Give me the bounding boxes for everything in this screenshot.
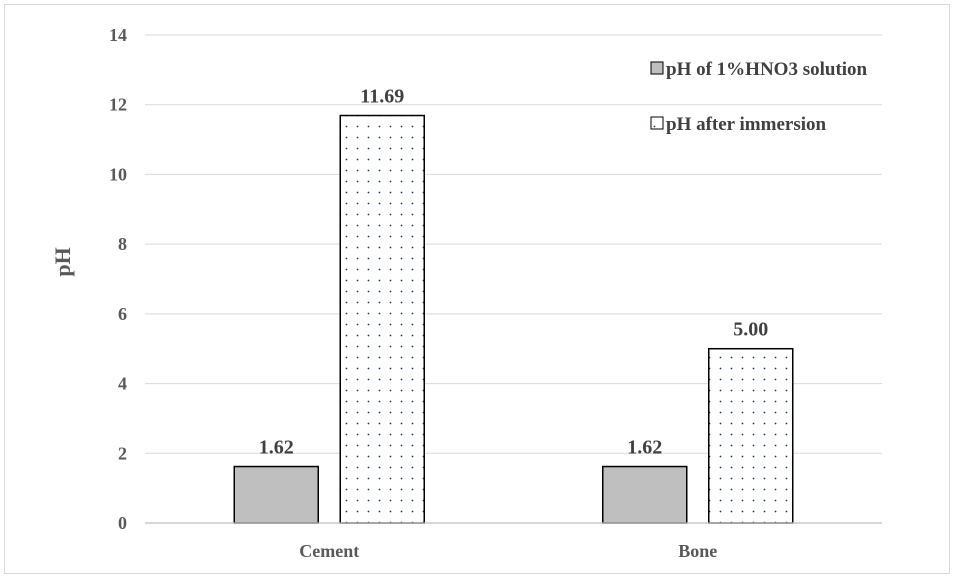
legend-entry: pH after immersion [666,114,826,135]
legend: pH of 1%HNO3 solution pH after immersion [650,59,868,135]
y-tick-label: 12 [109,95,127,115]
y-tick-label: 0 [118,513,127,533]
y-tick-label: 6 [118,304,127,324]
bar-cement-series-2 [339,114,425,524]
bar-bone-series-2 [708,347,794,524]
bar-cement-series-1 [233,465,319,524]
y-tick-label: 8 [118,234,127,254]
x-category-label: Bone [678,541,717,561]
y-axis-ticks: 0 2 4 6 8 10 12 14 [109,25,127,533]
data-label: 11.69 [360,86,404,108]
legend-swatch [650,61,664,75]
data-label: 5.00 [733,319,768,341]
data-labels: 1.62 11.69 1.62 5.00 [259,86,769,459]
data-label: 1.62 [259,437,294,459]
y-tick-label: 10 [109,164,127,184]
bar-bone-series-1 [602,465,688,524]
data-label: 1.62 [627,437,662,459]
y-axis-label: pH [50,247,75,276]
x-category-label: Cement [299,541,359,561]
legend-swatch [650,116,664,130]
x-axis-categories: Cement Bone [299,541,717,561]
y-tick-label: 14 [109,25,127,45]
legend-entry: pH of 1%HNO3 solution [666,59,868,80]
y-tick-label: 4 [118,374,127,394]
y-tick-label: 2 [118,443,127,463]
bars [233,114,794,524]
